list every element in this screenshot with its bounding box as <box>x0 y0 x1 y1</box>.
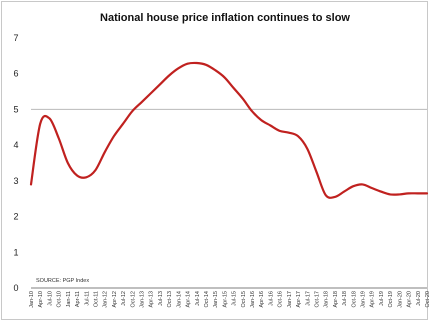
x-tick-label: Jan-16 <box>250 291 256 308</box>
x-tick-label: Jan-11 <box>66 291 72 307</box>
x-tick-label: Jul-15 <box>232 291 238 306</box>
y-tick-label: 7 <box>13 33 18 43</box>
x-tick-label: Jul-20 <box>416 291 422 306</box>
x-tick-label: Apr-16 <box>259 291 265 308</box>
x-tick-label: Jan-13 <box>140 291 146 308</box>
x-tick-label: Jan-19 <box>361 291 367 308</box>
x-tick-label: Apr-17 <box>296 291 302 308</box>
chart-title: National house price inflation continues… <box>100 12 350 24</box>
x-tick-label: Apr-14 <box>186 291 192 308</box>
x-tick-label: Oct-13 <box>167 291 173 308</box>
x-tick-label: Jul-10 <box>47 291 53 306</box>
x-tick-label: Jan-14 <box>176 291 182 308</box>
x-tick-label: Jan-17 <box>287 291 293 308</box>
y-tick-label: 1 <box>13 247 18 257</box>
x-tick-label: Apr-20 <box>407 291 413 308</box>
x-tick-label: Oct-14 <box>204 291 210 308</box>
x-tick-label: Jul-12 <box>121 291 127 306</box>
x-tick-label: Jul-16 <box>268 291 274 306</box>
y-tick-label: 2 <box>13 212 18 222</box>
x-tick-label: Apr-18 <box>333 291 339 308</box>
x-tick-label: Oct-11 <box>93 291 99 307</box>
x-tick-label: Jan-12 <box>103 291 109 308</box>
x-tick-label: Jul-17 <box>305 291 311 306</box>
x-tick-label: Oct-18 <box>351 291 357 308</box>
x-tick-label: Apr-11 <box>75 291 81 307</box>
x-tick-label: Jul-11 <box>84 291 90 306</box>
x-tick-label: Apr-10 <box>38 291 44 308</box>
y-tick-label: 0 <box>13 283 18 293</box>
x-axis-ticks: Jan-10 Apr-10 Jul-10 Oct-10 Jan-11 Apr-11 Jul-… <box>29 291 429 308</box>
x-tick-label: Oct-17 <box>314 291 320 308</box>
x-tick-label: Apr-12 <box>112 291 118 308</box>
x-tick-label: Oct-20 <box>425 291 429 308</box>
x-tick-label: Jan-10 <box>29 291 35 308</box>
series-line <box>29 61 429 199</box>
x-tick-label: Jul-18 <box>342 291 348 306</box>
y-tick-label: 3 <box>13 176 18 186</box>
source-note: SOURCE: PGP Index <box>36 278 89 284</box>
x-tick-label: Jul-13 <box>158 291 164 306</box>
x-tick-label: Oct-19 <box>388 291 394 308</box>
y-axis-ticks: 0 1 2 3 4 5 6 7 <box>13 33 18 293</box>
x-tick-label: Apr-15 <box>222 291 228 308</box>
x-tick-label: Jul-19 <box>379 291 385 306</box>
y-tick-label: 5 <box>13 104 18 114</box>
x-tick-label: Oct-12 <box>130 291 136 308</box>
y-tick-label: 4 <box>13 140 18 150</box>
x-tick-label: Jan-20 <box>397 291 403 308</box>
x-tick-label: Oct-10 <box>57 291 63 308</box>
x-tick-label: Jul-14 <box>195 291 201 306</box>
x-tick-label: Oct-16 <box>278 291 284 308</box>
x-tick-label: Apr-13 <box>149 291 155 308</box>
x-tick-label: Jan-15 <box>213 291 219 308</box>
y-tick-label: 6 <box>13 69 18 79</box>
x-tick-label: Jan-18 <box>324 291 330 308</box>
x-tick-label: Oct-15 <box>241 291 247 308</box>
x-tick-label: Apr-19 <box>370 291 376 308</box>
